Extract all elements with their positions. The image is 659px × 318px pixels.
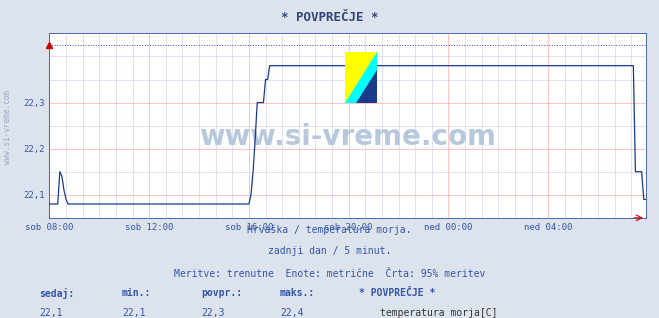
Text: 22,1: 22,1 <box>40 308 63 318</box>
Text: * POVPREČJE *: * POVPREČJE * <box>281 11 378 24</box>
Polygon shape <box>345 52 378 103</box>
Text: Meritve: trenutne  Enote: metrične  Črta: 95% meritev: Meritve: trenutne Enote: metrične Črta: … <box>174 269 485 279</box>
Polygon shape <box>345 52 378 103</box>
Text: 22,4: 22,4 <box>280 308 304 318</box>
Text: Hrvaška / temperatura morja.: Hrvaška / temperatura morja. <box>247 224 412 235</box>
Text: 22,3: 22,3 <box>201 308 225 318</box>
Text: sedaj:: sedaj: <box>40 288 74 299</box>
Text: www.si-vreme.com: www.si-vreme.com <box>3 90 13 164</box>
Text: maks.:: maks.: <box>280 288 315 298</box>
Text: www.si-vreme.com: www.si-vreme.com <box>199 123 496 151</box>
Text: 22,1: 22,1 <box>122 308 146 318</box>
Text: temperatura morja[C]: temperatura morja[C] <box>380 308 498 318</box>
Polygon shape <box>356 70 378 103</box>
Text: * POVPREČJE *: * POVPREČJE * <box>359 288 436 298</box>
Text: povpr.:: povpr.: <box>201 288 242 298</box>
Text: zadnji dan / 5 minut.: zadnji dan / 5 minut. <box>268 246 391 256</box>
Text: min.:: min.: <box>122 288 152 298</box>
